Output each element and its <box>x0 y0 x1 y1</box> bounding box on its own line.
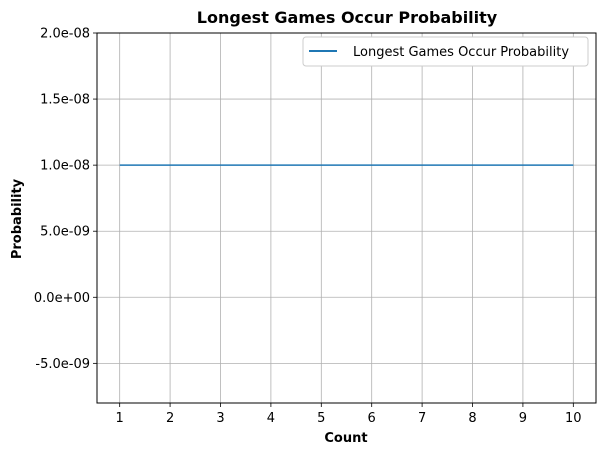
x-tick-label: 6 <box>368 411 376 426</box>
x-axis-ticks: 1 2 3 4 5 6 7 8 9 10 <box>116 403 582 426</box>
y-tick-label: 1.5e-08 <box>40 93 90 108</box>
x-tick-label: 4 <box>267 411 275 426</box>
y-tick-label: 0.0e+00 <box>34 291 90 306</box>
x-tick-label: 8 <box>468 411 476 426</box>
x-tick-label: 10 <box>565 411 582 426</box>
y-tick-label: 5.0e-09 <box>40 225 90 240</box>
x-tick-label: 5 <box>317 411 325 426</box>
chart-title: Longest Games Occur Probability <box>197 8 498 27</box>
x-tick-label: 3 <box>216 411 224 426</box>
x-axis-label: Count <box>324 431 367 446</box>
x-tick-label: 2 <box>166 411 174 426</box>
y-tick-label: 1.0e-08 <box>40 159 90 174</box>
y-axis-ticks: -5.0e-09 0.0e+00 5.0e-09 1.0e-08 1.5e-08 2.0e… <box>34 27 97 372</box>
legend-label: Longest Games Occur Probability <box>353 45 569 60</box>
plot-frame <box>96 32 597 404</box>
x-tick-label: 9 <box>519 411 527 426</box>
x-tick-label: 7 <box>418 411 426 426</box>
y-tick-label: -5.0e-09 <box>35 357 90 372</box>
legend-box <box>302 36 589 67</box>
y-axis-label: Probability <box>10 178 25 259</box>
x-tick-label: 1 <box>116 411 124 426</box>
legend: Longest Games Occur Probability <box>302 36 589 67</box>
y-tick-label: 2.0e-08 <box>40 27 90 42</box>
